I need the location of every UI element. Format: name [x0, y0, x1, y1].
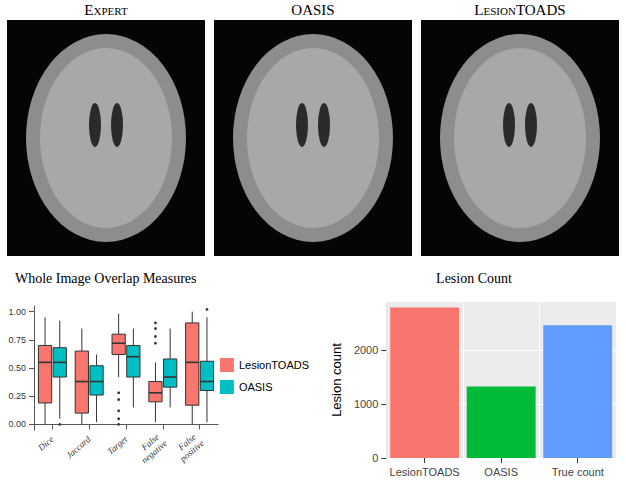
- svg-text:Whole Image Overlap Measures: Whole Image Overlap Measures: [15, 271, 197, 286]
- html-text:OASIS: OASIS: [291, 2, 335, 18]
- svg-text:False: False: [139, 430, 163, 453]
- svg-text:0.00: 0.00: [8, 419, 26, 429]
- svg-text:OASIS: OASIS: [239, 381, 273, 393]
- svg-text:True count: True count: [552, 466, 604, 478]
- svg-text:OASIS: OASIS: [484, 466, 518, 478]
- svg-text:Jaccard: Jaccard: [64, 434, 93, 460]
- svg-text:LesionTOADS: LesionTOADS: [390, 466, 460, 478]
- svg-text:Target: Target: [105, 434, 129, 457]
- svg-text:0.75: 0.75: [8, 335, 26, 345]
- svg-text:Lesion Count: Lesion Count: [436, 271, 512, 286]
- svg-text:LesionTOADS: LesionTOADS: [239, 359, 309, 371]
- svg-text:negative: negative: [139, 438, 169, 465]
- html-text:LesionTOADS: LesionTOADS: [474, 2, 566, 18]
- svg-text:2000: 2000: [354, 344, 378, 356]
- svg-text:False: False: [176, 430, 200, 453]
- svg-text:Dice: Dice: [35, 434, 55, 453]
- svg-text:1000: 1000: [354, 398, 378, 410]
- svg-text:1.00: 1.00: [8, 307, 26, 317]
- svg-text:Lesion count: Lesion count: [329, 343, 344, 417]
- svg-text:0.50: 0.50: [8, 363, 26, 373]
- svg-text:positive: positive: [177, 438, 206, 464]
- svg-text:0.25: 0.25: [8, 391, 26, 401]
- svg-text:0: 0: [372, 452, 378, 464]
- html-text:Expert: Expert: [84, 2, 128, 18]
